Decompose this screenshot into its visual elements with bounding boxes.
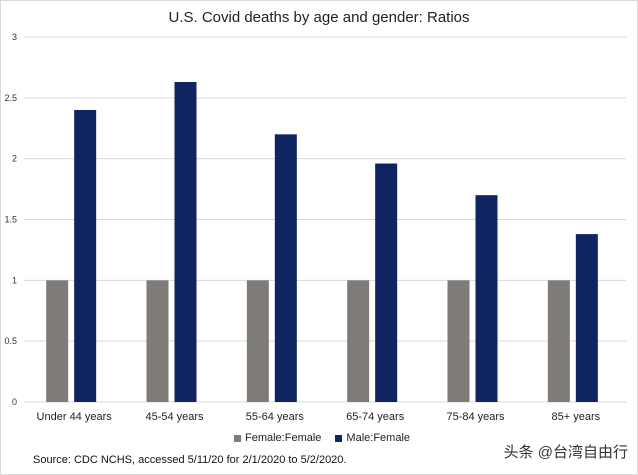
legend-swatch-female-female bbox=[234, 434, 241, 442]
legend-item-male-female: Male:Female bbox=[335, 432, 410, 444]
bar-male-female bbox=[74, 110, 97, 402]
x-tick-label: 85+ years bbox=[552, 411, 601, 423]
legend-item-female-female: Female:Female bbox=[234, 432, 321, 444]
y-tick-label: 3 bbox=[12, 32, 17, 42]
y-tick-label: 2.5 bbox=[4, 93, 17, 103]
bar-female-female bbox=[46, 280, 69, 402]
bar-male-female bbox=[274, 134, 297, 403]
y-tick-label: 1.5 bbox=[4, 215, 17, 225]
legend-swatch-male-female bbox=[335, 434, 343, 442]
source-note: Source: CDC NCHS, accessed 5/11/20 for 2… bbox=[33, 454, 347, 466]
legend: Female:Female Male:Female bbox=[234, 432, 424, 444]
y-tick-label: 2 bbox=[12, 154, 17, 164]
bar-female-female bbox=[547, 280, 570, 402]
y-tick-label: 0.5 bbox=[4, 336, 17, 346]
legend-label-male-female: Male:Female bbox=[346, 432, 410, 444]
x-tick-label: 45-54 years bbox=[145, 411, 204, 423]
bar-male-female bbox=[174, 82, 197, 403]
y-tick-label: 1 bbox=[12, 275, 17, 285]
bar-female-female bbox=[347, 280, 370, 402]
bar-male-female bbox=[575, 234, 598, 402]
bar-female-female bbox=[146, 280, 169, 402]
x-tick-label: 75-84 years bbox=[446, 411, 505, 423]
legend-label-female-female: Female:Female bbox=[245, 432, 322, 444]
x-tick-label: 65-74 years bbox=[346, 411, 405, 423]
chart-title: U.S. Covid deaths by age and gender: Rat… bbox=[168, 9, 470, 26]
bar-male-female bbox=[375, 163, 398, 402]
bar-male-female bbox=[475, 195, 498, 402]
x-tick-label: Under 44 years bbox=[37, 411, 113, 423]
y-tick-label: 0 bbox=[12, 397, 17, 407]
bar-female-female bbox=[447, 280, 470, 402]
watermark: 头条 @台湾自由行 bbox=[503, 444, 628, 461]
bar-female-female bbox=[246, 280, 269, 402]
x-tick-label: 55-64 years bbox=[246, 411, 305, 423]
